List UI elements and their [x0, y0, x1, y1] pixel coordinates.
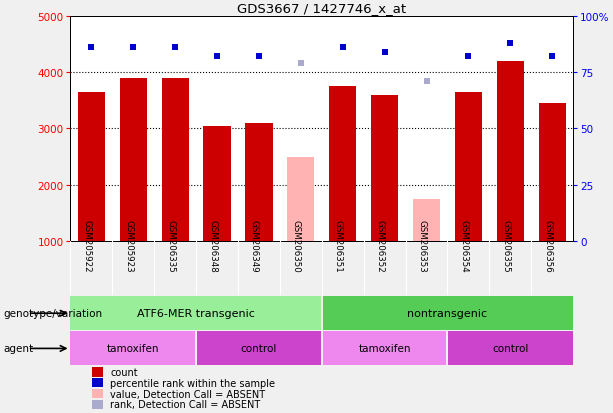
Text: GSM206350: GSM206350 [292, 220, 301, 272]
Point [379, 49, 390, 56]
Point [212, 54, 222, 60]
Bar [78, 93, 105, 242]
Point [129, 45, 139, 51]
Text: GSM206335: GSM206335 [166, 220, 175, 272]
Text: rank, Detection Call = ABSENT: rank, Detection Call = ABSENT [110, 399, 261, 409]
Text: GSM205922: GSM205922 [82, 220, 91, 272]
Text: nontransgenic: nontransgenic [408, 309, 487, 318]
Text: GSM206349: GSM206349 [250, 220, 259, 272]
Point [505, 40, 515, 47]
Text: tamoxifen: tamoxifen [107, 344, 159, 354]
Text: GSM206356: GSM206356 [543, 220, 552, 272]
Point [338, 45, 348, 51]
Bar [323, 332, 446, 366]
Text: tamoxifen: tamoxifen [359, 344, 411, 354]
Text: GSM206353: GSM206353 [417, 220, 427, 272]
Bar [245, 123, 273, 242]
Point [463, 54, 473, 60]
Bar [371, 95, 398, 242]
Text: GSM206354: GSM206354 [459, 220, 468, 272]
Text: ATF6-MER transgenic: ATF6-MER transgenic [137, 309, 255, 318]
Bar [329, 87, 356, 242]
Bar [70, 297, 321, 330]
Bar [70, 332, 195, 366]
Point [547, 54, 557, 60]
Text: GSM206351: GSM206351 [333, 220, 343, 272]
Text: control: control [492, 344, 528, 354]
Point [170, 45, 180, 51]
Text: control: control [241, 344, 277, 354]
Text: GSM206348: GSM206348 [208, 220, 217, 272]
Bar [413, 199, 440, 242]
Point [296, 60, 306, 67]
Point [422, 78, 432, 85]
Bar [162, 78, 189, 242]
Text: count: count [110, 367, 138, 377]
Bar [497, 62, 524, 242]
Title: GDS3667 / 1427746_x_at: GDS3667 / 1427746_x_at [237, 2, 406, 15]
Text: genotype/variation: genotype/variation [3, 309, 102, 318]
Bar [120, 78, 147, 242]
Bar [197, 332, 321, 366]
Bar [449, 332, 573, 366]
Text: GSM206355: GSM206355 [501, 220, 510, 272]
Bar [204, 126, 230, 242]
Text: GSM206352: GSM206352 [376, 220, 385, 272]
Text: percentile rank within the sample: percentile rank within the sample [110, 378, 275, 388]
Bar [539, 104, 566, 242]
Text: agent: agent [3, 344, 33, 354]
Bar [323, 297, 573, 330]
Bar [287, 157, 314, 242]
Point [86, 45, 96, 51]
Text: GSM205923: GSM205923 [124, 220, 134, 272]
Bar [455, 93, 482, 242]
Text: value, Detection Call = ABSENT: value, Detection Call = ABSENT [110, 389, 265, 399]
Point [254, 54, 264, 60]
